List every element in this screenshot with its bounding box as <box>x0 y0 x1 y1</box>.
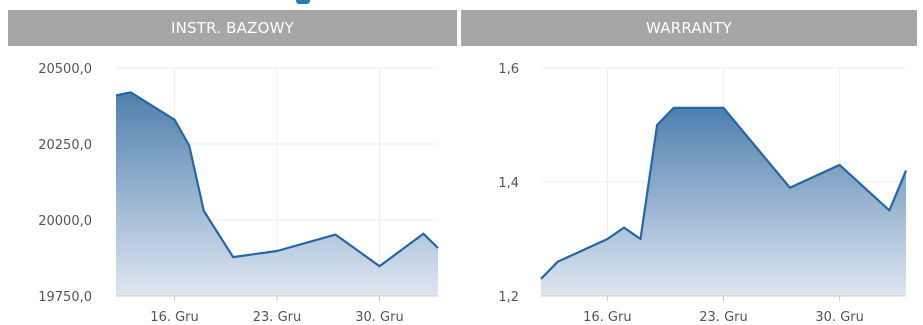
y-tick-label: 20500,0 <box>38 62 92 77</box>
x-tick-label: 23. Gru <box>253 310 301 325</box>
tab-warranty[interactable]: WARRANTY <box>461 10 917 46</box>
y-tick-label: 20000,0 <box>38 214 92 229</box>
x-tick-label: 16. Gru <box>583 310 631 325</box>
y-tick-label: 1,2 <box>498 290 519 305</box>
y-tick-label: 20250,0 <box>38 138 92 153</box>
x-tick-label: 30. Gru <box>815 310 863 325</box>
x-tick-label: 16. Gru <box>150 310 198 325</box>
chart-instr-bazowy: 20500,0 20250,0 20000,0 19750,0 16. Gru 23. G… <box>38 62 439 325</box>
series-line <box>540 106 908 280</box>
tab-instr-bazowy[interactable]: INSTR. BAZOWY <box>8 10 457 46</box>
series-line <box>115 91 439 268</box>
x-tick-label: 30. Gru <box>355 310 403 325</box>
y-tick-label: 1,4 <box>498 176 519 191</box>
x-tick-label: 23. Gru <box>699 310 747 325</box>
series-area <box>541 107 906 297</box>
y-tick-label: 1,6 <box>498 62 519 77</box>
chart-warranty: 1,6 1,4 1,2 16. Gru 23. Gru 30. Gru <box>498 62 908 325</box>
top-accent-bar <box>296 0 310 4</box>
y-tick-label: 19750,0 <box>38 290 92 305</box>
series-area <box>116 92 438 296</box>
